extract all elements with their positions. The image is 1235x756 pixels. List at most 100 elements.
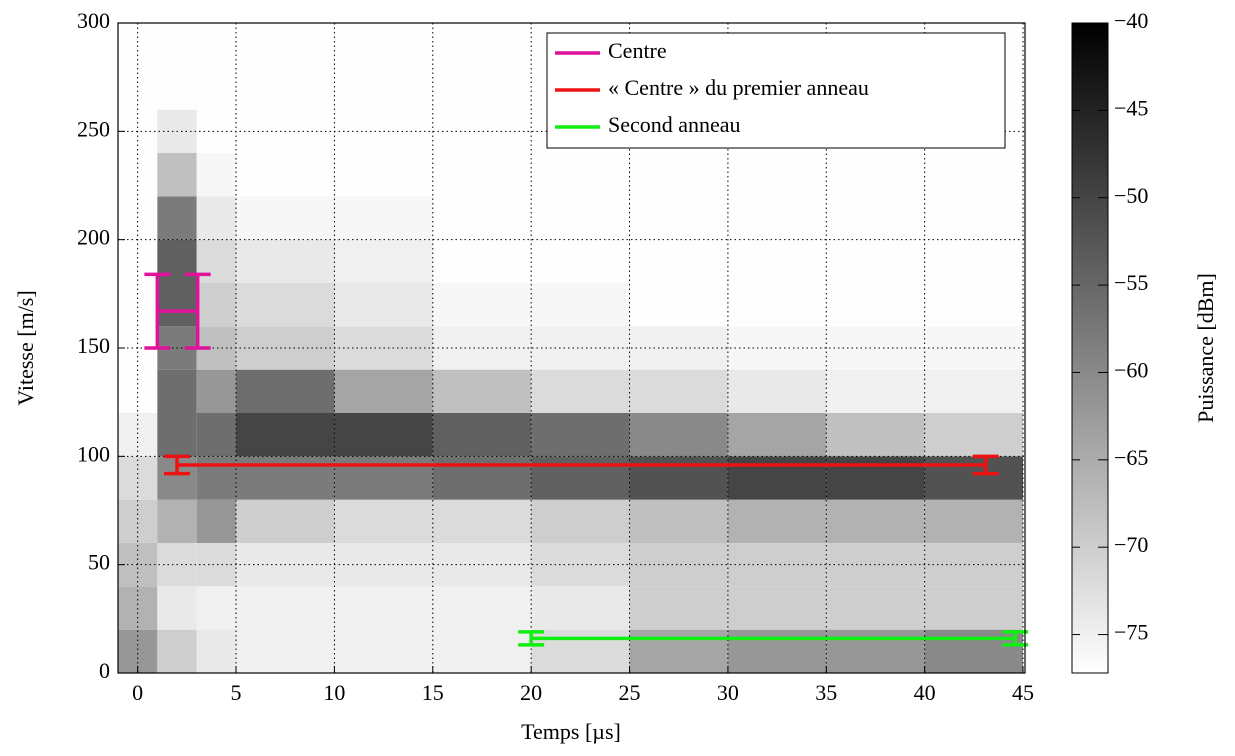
heat-cell [826, 456, 925, 500]
heat-cell [334, 196, 433, 240]
error-bar [1002, 630, 1029, 647]
heat-cell [826, 239, 925, 283]
heat-cell [236, 153, 335, 197]
heat-cell [727, 629, 827, 673]
heat-cell [157, 283, 197, 327]
y-axis-label: Vitesse [m/s] [13, 290, 38, 405]
heat-cell [531, 586, 630, 630]
x-tick-label: 40 [914, 680, 936, 705]
heat-cell [727, 499, 827, 543]
heat-cell [432, 586, 532, 630]
heat-cell [196, 66, 237, 110]
heat-cell [629, 456, 728, 500]
heat-cell [196, 283, 237, 327]
legend-label: Centre [608, 38, 667, 63]
heat-cell [826, 629, 925, 673]
x-axis-label: Temps [µs] [521, 719, 621, 744]
heat-cell [826, 153, 925, 197]
error-bar [184, 272, 211, 350]
heat-cell [924, 196, 1024, 240]
x-tick-label: 15 [422, 680, 444, 705]
heat-cell [727, 586, 827, 630]
heat-cell [432, 196, 532, 240]
heat-cell [826, 499, 925, 543]
heat-cell [924, 239, 1024, 283]
x-tick-label: 20 [520, 680, 542, 705]
heat-cell [727, 239, 827, 283]
heat-cell [629, 239, 728, 283]
heat-cell [727, 196, 827, 240]
heat-cell [334, 153, 433, 197]
heat-cell [727, 283, 827, 327]
heat-cell [236, 239, 335, 283]
heat-cell [196, 23, 237, 67]
heat-cell [924, 586, 1024, 630]
heat-cell [236, 499, 335, 543]
heat-cell [334, 413, 433, 457]
heat-cell [531, 239, 630, 283]
heat-cell [629, 413, 728, 457]
heat-cell [157, 413, 197, 457]
heat-cell [432, 283, 532, 327]
x-tick-label: 25 [619, 680, 641, 705]
heat-cell [334, 369, 433, 413]
heat-cell [334, 283, 433, 327]
heat-cell [432, 629, 532, 673]
colorbar-tick-label: −65 [1114, 445, 1148, 470]
heat-cell [118, 499, 158, 543]
y-tick-label: 0 [99, 658, 110, 683]
heat-cell [334, 456, 433, 500]
heat-cell [924, 413, 1024, 457]
x-tick-label: 0 [132, 680, 143, 705]
heat-cell [157, 586, 197, 630]
heat-cell [196, 543, 237, 587]
heat-cell [432, 23, 532, 67]
heat-cell [196, 239, 237, 283]
heat-cell [924, 283, 1024, 327]
x-tick-label: 10 [323, 680, 345, 705]
x-tick-label: 30 [717, 680, 739, 705]
heat-cell [629, 369, 728, 413]
heat-cell [196, 369, 237, 413]
heat-cell [531, 499, 630, 543]
heat-cell [118, 153, 158, 197]
plot-frame [117, 22, 1026, 674]
heat-cell [727, 153, 827, 197]
heat-cell [236, 369, 335, 413]
heat-cell [432, 369, 532, 413]
colorbar-label: Puissance [dBm] [1193, 273, 1218, 423]
heat-cell [531, 413, 630, 457]
legend-label: « Centre » du premier anneau [608, 75, 869, 100]
heat-cell [196, 153, 237, 197]
heat-cell [432, 66, 532, 110]
heat-cell [236, 23, 335, 67]
heat-cell [196, 629, 237, 673]
heat-cell [118, 283, 158, 327]
colorbar-tick-label: −75 [1114, 620, 1148, 645]
heat-cell [629, 629, 728, 673]
heat-cell [118, 629, 158, 673]
heat-cell [334, 23, 433, 67]
colorbar-tick-label: −45 [1114, 95, 1148, 120]
heat-cell [432, 456, 532, 500]
colorbar-tick-label: −70 [1114, 532, 1148, 557]
heat-cell [157, 66, 197, 110]
heat-cell [157, 239, 197, 283]
heat-cell [924, 499, 1024, 543]
heat-cell [629, 283, 728, 327]
heat-cell [727, 369, 827, 413]
heat-cell [432, 153, 532, 197]
heat-cell [157, 196, 197, 240]
heat-cell [531, 456, 630, 500]
colorbar [1071, 22, 1109, 674]
heat-cell [334, 66, 433, 110]
heat-cell [157, 499, 197, 543]
y-tick-label: 300 [77, 8, 110, 33]
heat-cell [236, 413, 335, 457]
heat-cell [924, 153, 1024, 197]
heat-cell [531, 283, 630, 327]
error-bar [972, 454, 999, 476]
heat-cell [531, 369, 630, 413]
heat-cell [432, 413, 532, 457]
heat-cell [196, 109, 237, 153]
